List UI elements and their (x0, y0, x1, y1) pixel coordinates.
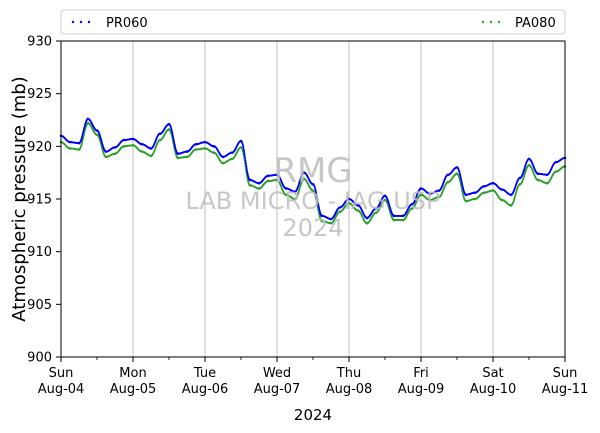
x-tick-label-date: Aug-09 (398, 382, 445, 397)
y-tick-label: 905 (27, 298, 52, 313)
legend-dot (71, 20, 75, 24)
x-tick-label-day: Fri (413, 366, 429, 381)
y-axis: 900 905 910 915 920 925 930 (27, 35, 61, 366)
x-axis: SunAug-04MonAug-05TueAug-06WedAug-07ThuA… (38, 357, 589, 397)
watermark: RMG LAB MICRO - IAG USP 2024 (185, 151, 440, 242)
y-tick-label: 925 (27, 87, 52, 102)
trace-dot (244, 159, 247, 162)
legend-dot (481, 20, 485, 24)
legend-dot (497, 20, 501, 24)
trace-dot (244, 161, 247, 163)
trace-dot (244, 156, 246, 159)
x-tick-label-date: Aug-04 (38, 382, 85, 397)
y-tick-label: 915 (27, 193, 52, 208)
y-tick-label: 920 (27, 140, 52, 155)
y-tick-label: 910 (27, 245, 52, 260)
legend-dot (489, 20, 493, 24)
watermark-line-2: LAB MICRO - IAG USP (185, 187, 440, 215)
x-tick-label-day: Wed (263, 366, 291, 381)
y-tick-label: 930 (27, 35, 52, 50)
y-tick-label: 900 (27, 351, 52, 366)
x-tick-label-day: Sun (49, 366, 74, 381)
grid-lines (132, 41, 494, 357)
y-axis-title: Atmospheric pressure (mb) (9, 76, 30, 321)
x-axis-title: 2024 (294, 406, 332, 424)
legend-dot (79, 20, 83, 24)
x-tick-label-date: Aug-05 (110, 382, 157, 397)
x-tick-label-date: Aug-07 (254, 382, 301, 397)
watermark-line-3: 2024 (282, 214, 343, 242)
watermark-line-1: RMG (273, 151, 352, 191)
x-tick-label-date: Aug-06 (182, 382, 229, 397)
legend-dot (87, 20, 91, 24)
series-layer (59, 117, 567, 225)
x-tick-label-date: Aug-10 (470, 382, 517, 397)
legend-label-pa080: PA080 (515, 16, 556, 31)
legend-label-pr060: PR060 (106, 16, 148, 31)
x-tick-label-day: Tue (193, 366, 216, 381)
x-tick-label-day: Sat (482, 366, 503, 381)
legend: PR060 PA080 (60, 9, 566, 35)
trace-dot (244, 158, 247, 160)
x-tick-label-day: Thu (336, 366, 361, 381)
x-tick-label-day: Mon (119, 366, 146, 381)
x-tick-label-date: Aug-08 (326, 382, 373, 397)
x-tick-label-date: Aug-11 (542, 382, 589, 397)
x-tick-label-day: Sun (553, 366, 578, 381)
